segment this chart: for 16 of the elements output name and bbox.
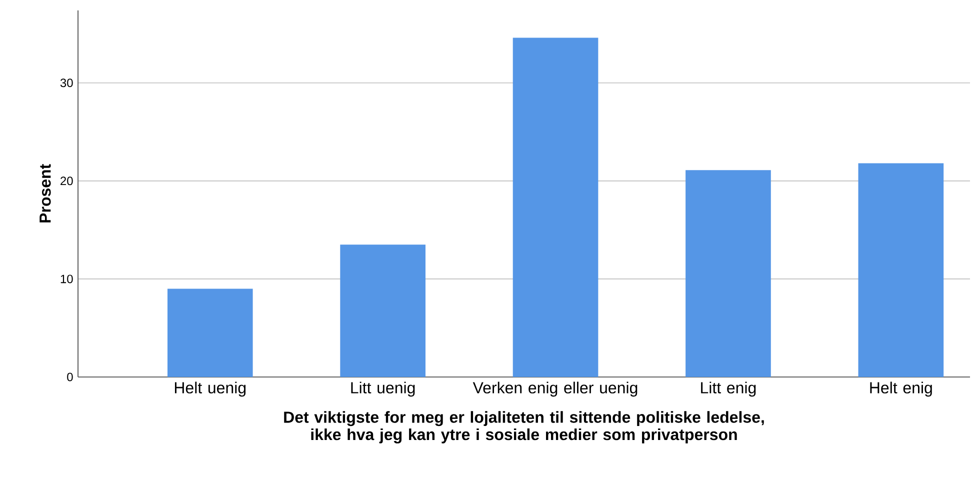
y-tick-label: 0 [67,372,73,382]
x-tick-label: Litt uenig [351,382,415,397]
x-tick-label: Helt uenig [174,382,246,397]
x-tick-label: Litt enig [701,382,756,397]
x-tick-label: Helt enig [870,382,932,397]
bar [686,170,771,377]
y-tick-label: 10 [60,274,73,284]
bar [340,244,426,377]
y-axis-title: Prosent [40,164,51,222]
bar [858,163,944,377]
x-tick-label: Verken enig eller uenig [472,382,638,397]
bar [167,288,253,377]
bar [512,38,598,377]
x-axis-title: Det viktigste for meg er lojaliteten til sittende politiske ledelse, ikke hva jeg kan ytre i sosiale medier som privatperson [284,411,764,444]
y-tick-label: 20 [60,176,73,186]
y-tick-label: 30 [60,78,73,88]
